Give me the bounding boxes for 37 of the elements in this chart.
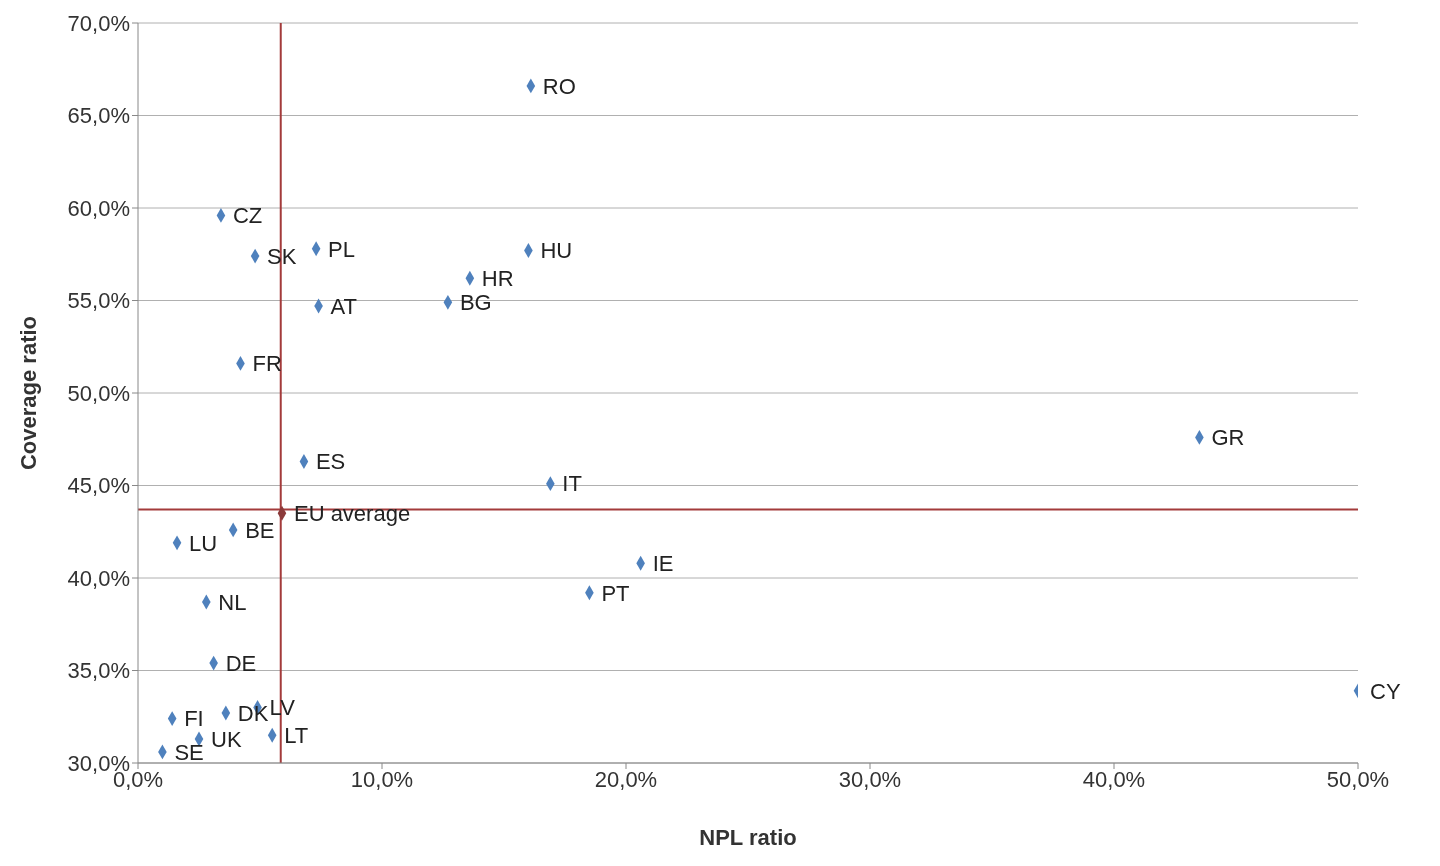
x-tick-label: 10,0% [350, 766, 414, 792]
annotation: UK [211, 726, 242, 752]
y-tick-label: 65,0% [67, 103, 130, 129]
y-tick-label: 70,0% [67, 10, 130, 36]
annotation: LU [189, 530, 218, 556]
y-tick-label: 40,0% [67, 565, 130, 591]
y-tick-label: 50,0% [67, 380, 130, 406]
annotation: BG [459, 290, 492, 316]
x-axis-title: NPL ratio [699, 825, 797, 850]
y-tick-label: 60,0% [67, 195, 130, 221]
y-tick-label: 35,0% [67, 658, 130, 684]
x-tick-label: 40,0% [1082, 766, 1146, 792]
annotation: LT [284, 723, 309, 749]
annotation: SE [174, 739, 204, 765]
annotation: DE [225, 650, 257, 676]
x-tick-label: 20,0% [594, 766, 658, 792]
annotation: BE [245, 517, 275, 543]
annotation: PL [328, 236, 356, 262]
annotation: IE [652, 551, 674, 577]
annotation: GR [1211, 425, 1245, 451]
annotation: PT [601, 580, 630, 606]
x-tick-label: 50,0% [1326, 766, 1390, 792]
annotation: HR [481, 266, 514, 292]
annotation: CZ [232, 203, 263, 229]
y-axis-title: Coverage ratio [15, 315, 41, 471]
annotation: ES [315, 449, 346, 475]
annotation: IT [562, 471, 582, 497]
y-tick-label: 45,0% [67, 473, 130, 499]
annotation: RO [542, 73, 576, 99]
annotation: CY [1370, 678, 1401, 704]
x-tick-label: 30,0% [838, 766, 902, 792]
annotation: AT [330, 293, 358, 319]
annotation: DK [237, 700, 269, 726]
y-tick-label: 55,0% [67, 288, 130, 314]
annotation: HU [540, 238, 573, 264]
annotation: FI [184, 706, 204, 732]
annotation: NL [218, 589, 247, 615]
